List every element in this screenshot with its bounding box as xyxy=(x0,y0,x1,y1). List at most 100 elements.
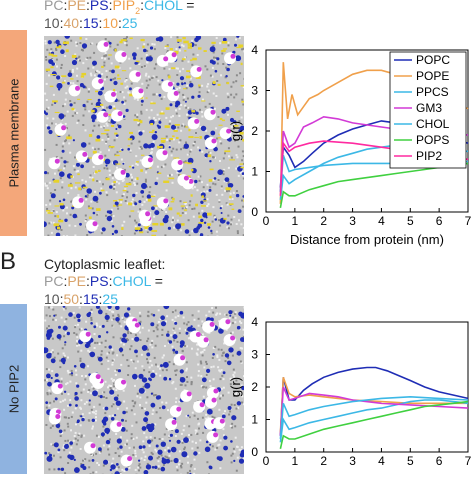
lipid-grain xyxy=(187,154,189,156)
lipid-grain xyxy=(146,87,148,89)
lipid-grain xyxy=(146,61,148,63)
lipid-grain xyxy=(64,103,66,105)
lipid-grain xyxy=(61,317,63,319)
lipid-grain xyxy=(123,401,125,403)
lipid-grain xyxy=(133,405,135,407)
pip2-bead xyxy=(113,205,116,207)
ps-bead xyxy=(107,216,112,221)
lipid-grain xyxy=(94,74,96,76)
lipid-grain xyxy=(44,183,46,185)
lipid-grain xyxy=(98,71,100,73)
pip2-bead xyxy=(81,73,86,75)
lipid-grain xyxy=(152,370,154,372)
lipid-grain xyxy=(159,407,161,409)
lipid-grain xyxy=(175,401,177,403)
lipid-grain xyxy=(95,416,97,418)
ps-bead xyxy=(160,315,165,320)
pip2-bead xyxy=(184,209,187,211)
pip2-bead xyxy=(195,204,198,207)
ps-bead xyxy=(48,40,52,44)
lipid-grain xyxy=(64,429,66,431)
lipid-grain xyxy=(197,418,199,420)
lipid-grain xyxy=(179,70,181,72)
lipid-grain xyxy=(88,110,90,112)
lipid-grain xyxy=(121,451,123,453)
lipid-grain xyxy=(139,312,141,314)
lipid-grain xyxy=(62,400,64,402)
ps-bead xyxy=(119,348,123,352)
lipid-grain xyxy=(99,181,101,183)
lipid-grain xyxy=(189,416,191,418)
lipid-grain xyxy=(212,67,214,69)
lipid-grain xyxy=(239,37,241,39)
lipid-grain xyxy=(46,208,48,210)
lipid-grain xyxy=(55,319,57,321)
ps-bead xyxy=(49,353,52,356)
ps-bead xyxy=(205,447,211,453)
lipid-grain xyxy=(152,77,154,79)
pip2-bead xyxy=(202,195,204,197)
lipid-grain xyxy=(186,324,188,326)
lipid-grain xyxy=(146,340,148,342)
ps-bead xyxy=(76,385,79,388)
lipid-grain xyxy=(103,391,105,393)
lipid-grain xyxy=(166,315,168,317)
lipid-grain xyxy=(57,353,59,355)
lipid-grain xyxy=(151,364,153,366)
lipid-grain xyxy=(94,342,96,344)
pip2-bead xyxy=(187,163,191,165)
ps-bead xyxy=(49,454,52,457)
ps-bead xyxy=(161,321,166,326)
pip2-bead xyxy=(115,66,120,69)
lipid-grain xyxy=(50,192,52,194)
lipid-grain xyxy=(170,334,172,336)
lipid-grain xyxy=(221,53,223,55)
ps-bead xyxy=(63,160,66,163)
pip2-bead xyxy=(129,132,133,134)
lipid-grain xyxy=(91,428,93,430)
lipid-grain xyxy=(75,438,77,440)
pip2-bead xyxy=(101,133,106,134)
lipid-grain xyxy=(96,70,98,72)
pip2-bead xyxy=(55,112,60,113)
ps-bead xyxy=(100,395,103,398)
pip2-bead xyxy=(54,223,60,226)
lipid-grain xyxy=(89,57,91,59)
lipid-grain xyxy=(212,206,214,208)
lipid-grain xyxy=(197,364,199,366)
lipid-grain xyxy=(130,150,132,152)
lipid-grain xyxy=(126,86,128,88)
lipid-grain xyxy=(153,141,155,143)
lipid-grain xyxy=(62,105,64,107)
lipid-grain xyxy=(186,376,188,378)
lipid-grain xyxy=(90,392,92,394)
lipid-grain xyxy=(175,388,177,390)
ps-bead xyxy=(68,72,73,77)
lipid-grain xyxy=(120,364,122,366)
lipid-grain xyxy=(169,123,171,125)
lipid-grain xyxy=(126,411,128,413)
lipid-grain xyxy=(49,182,51,184)
ps-bead xyxy=(132,374,138,380)
ps-bead xyxy=(98,310,103,315)
lipid-grain xyxy=(85,383,87,385)
pip2-bead xyxy=(121,227,123,230)
pip2-bead xyxy=(184,50,186,52)
lipid-grain xyxy=(217,366,219,368)
gm3-bead xyxy=(98,79,103,84)
lipid-grain xyxy=(116,369,118,371)
lipid-grain xyxy=(54,215,56,217)
lipid-grain xyxy=(115,433,117,435)
lipid-grain xyxy=(143,386,145,388)
lipid-grain xyxy=(210,385,212,387)
pip2-bead xyxy=(113,200,117,201)
ps-bead xyxy=(147,440,151,444)
ps-bead xyxy=(174,322,177,325)
lipid-grain xyxy=(74,435,76,437)
lipid-grain xyxy=(194,319,196,321)
lipid-grain xyxy=(93,166,95,168)
lipid-grain xyxy=(74,235,76,237)
lipid-grain xyxy=(147,338,149,340)
lipid-grain xyxy=(159,368,161,370)
lipid-grain xyxy=(211,307,213,309)
